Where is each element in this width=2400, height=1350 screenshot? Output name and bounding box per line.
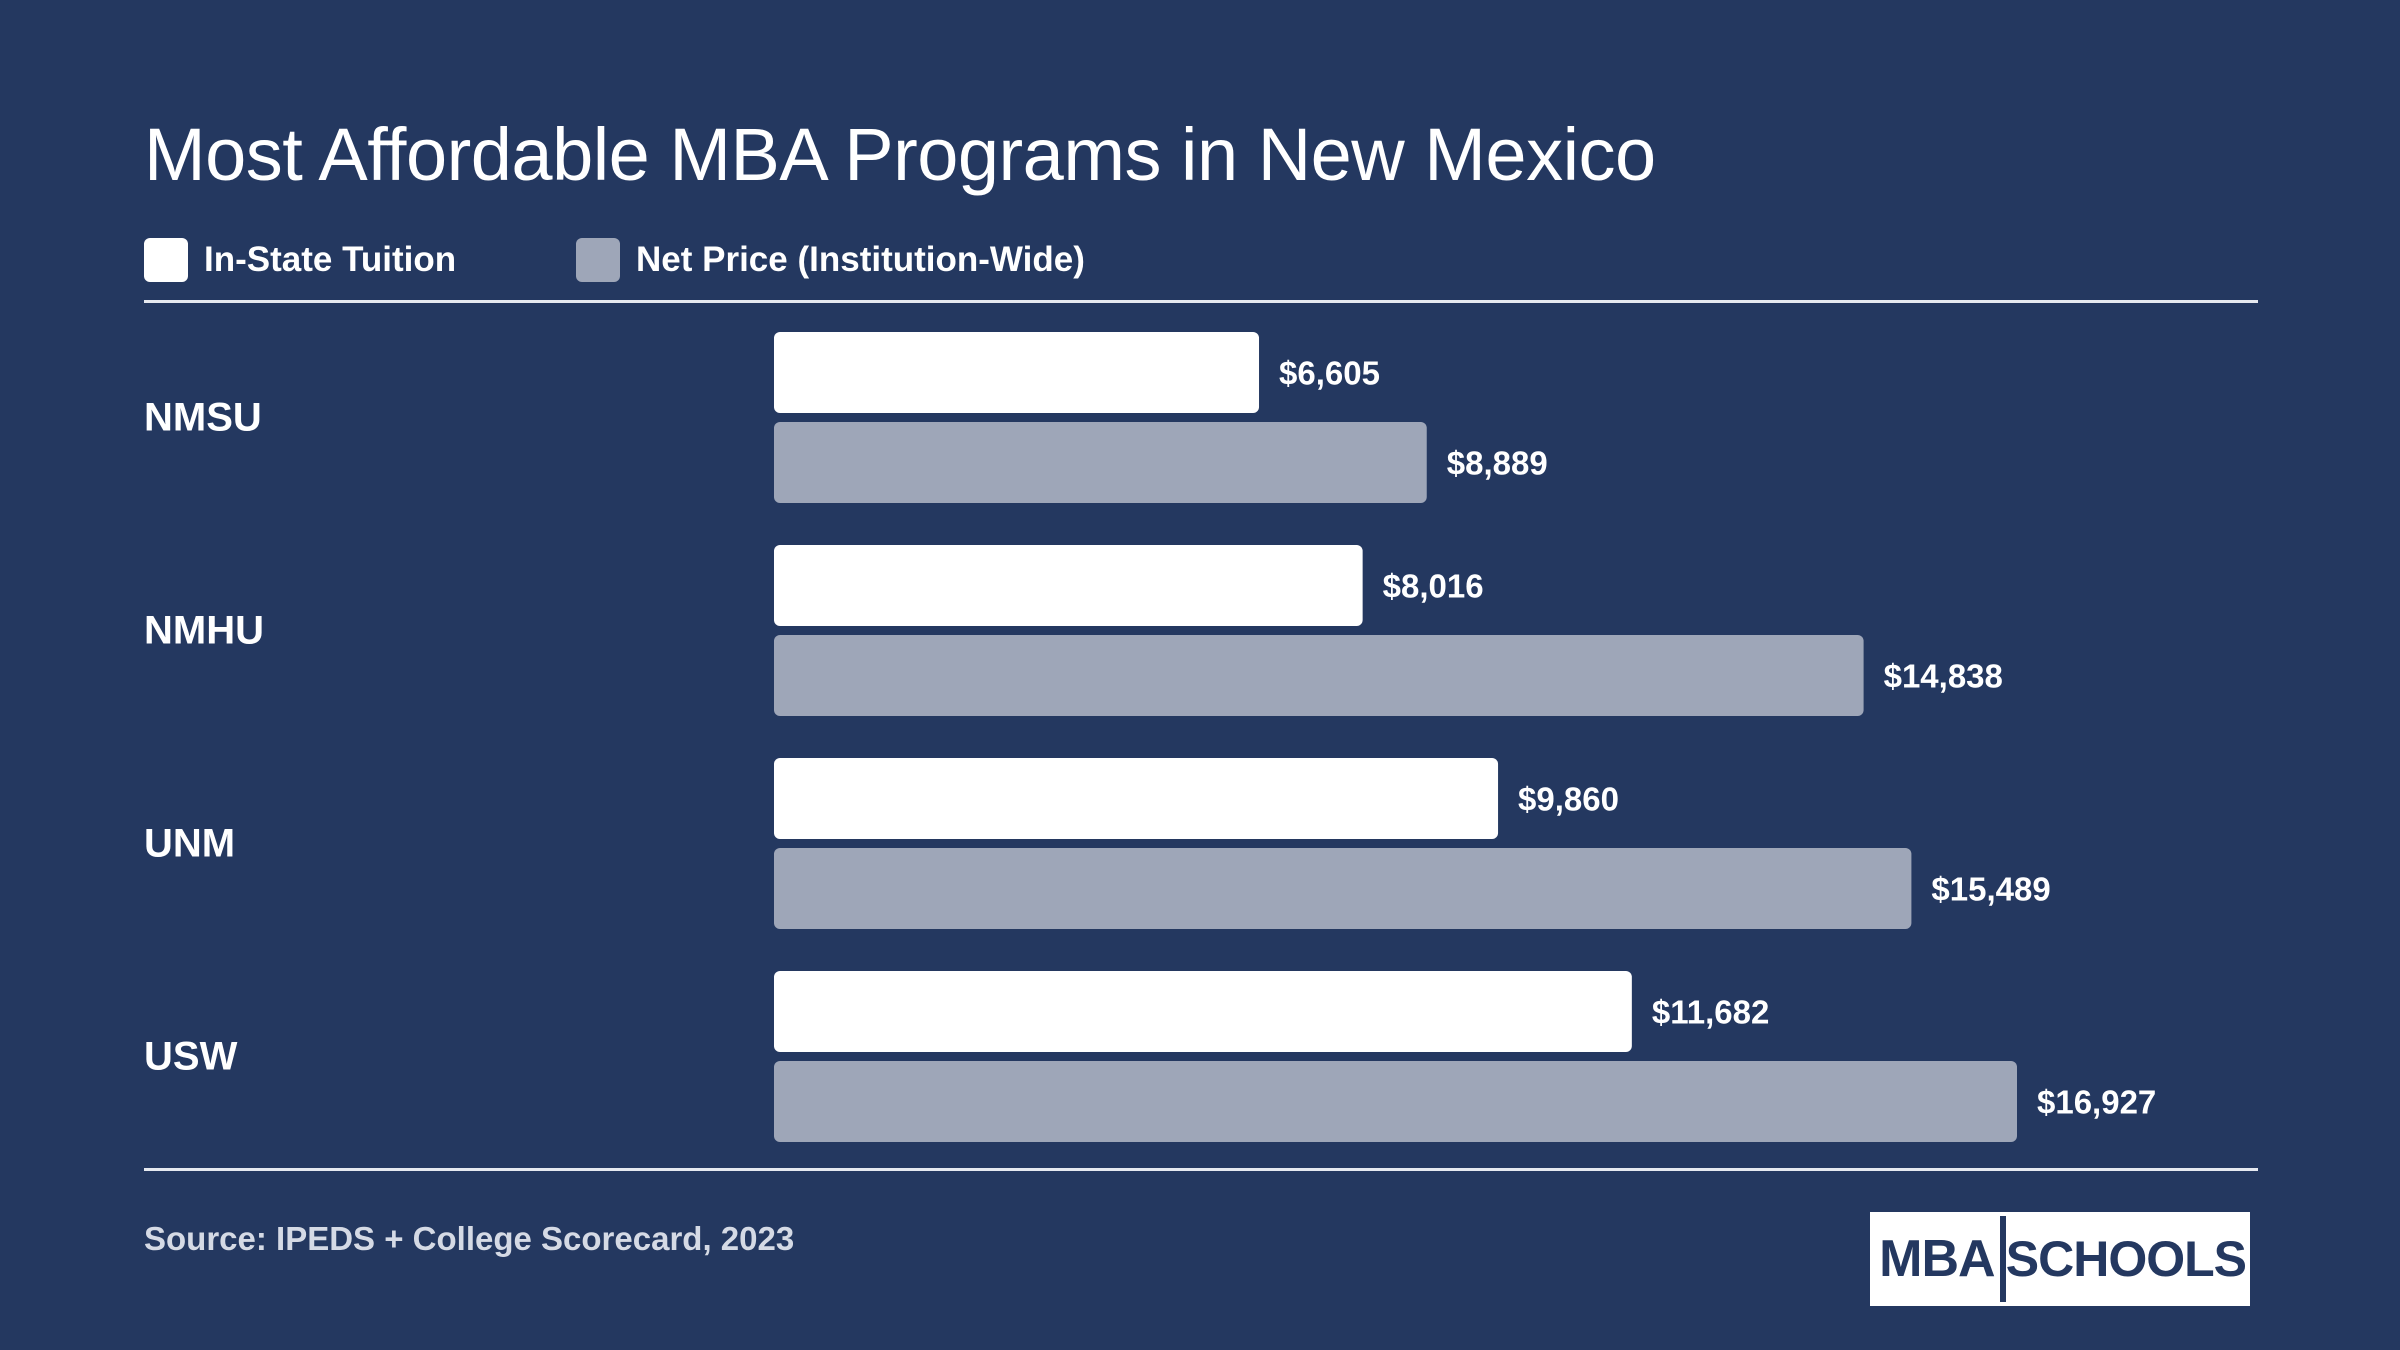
category-label-nmsu: NMSU [144,396,262,440]
legend-item-in-state: In-State Tuition [144,238,456,282]
mba-schools-logo: MBA SCHOOLS [1870,1212,2250,1306]
bar-usw-in-state [774,971,1632,1052]
bar-nmhu-net-price [774,635,1864,716]
bar-nmsu-net-price [774,422,1427,503]
bar-unm-in-state [774,758,1499,839]
chart-title: Most Affordable MBA Programs in New Mexi… [144,113,1656,196]
legend-label-net-price: Net Price (Institution-Wide) [636,240,1085,279]
bar-nmsu-in-state [774,332,1260,413]
bar-nmhu-in-state [774,545,1363,626]
value-label-nmsu-net-price: $8,889 [1447,445,1548,482]
bottom-divider [144,1168,2258,1171]
legend-label-in-state: In-State Tuition [204,240,457,279]
bar-usw-net-price [774,1061,2017,1142]
value-label-unm-net-price: $15,489 [1931,871,2050,908]
bar-unm-net-price [774,848,1912,929]
category-label-unm: UNM [144,822,235,866]
value-label-nmsu-in-state: $6,605 [1279,355,1380,392]
logo-schools-text: SCHOOLS [1999,1216,2246,1302]
value-label-unm-in-state: $9,860 [1518,781,1619,818]
legend-item-net-price: Net Price (Institution-Wide) [576,238,1085,282]
value-label-usw-in-state: $11,682 [1652,994,1769,1031]
legend-swatch-in-state [144,238,188,282]
value-label-nmhu-net-price: $14,838 [1884,658,2003,695]
category-label-nmhu: NMHU [144,609,264,653]
source-note: Source: IPEDS + College Scorecard, 2023 [144,1220,795,1257]
category-label-usw: USW [144,1035,238,1079]
legend-swatch-net-price [576,238,620,282]
top-divider [144,300,2258,303]
value-label-usw-net-price: $16,927 [2037,1084,2156,1121]
logo-mba-text: MBA [1874,1216,2000,1302]
value-label-nmhu-in-state: $8,016 [1383,568,1484,605]
